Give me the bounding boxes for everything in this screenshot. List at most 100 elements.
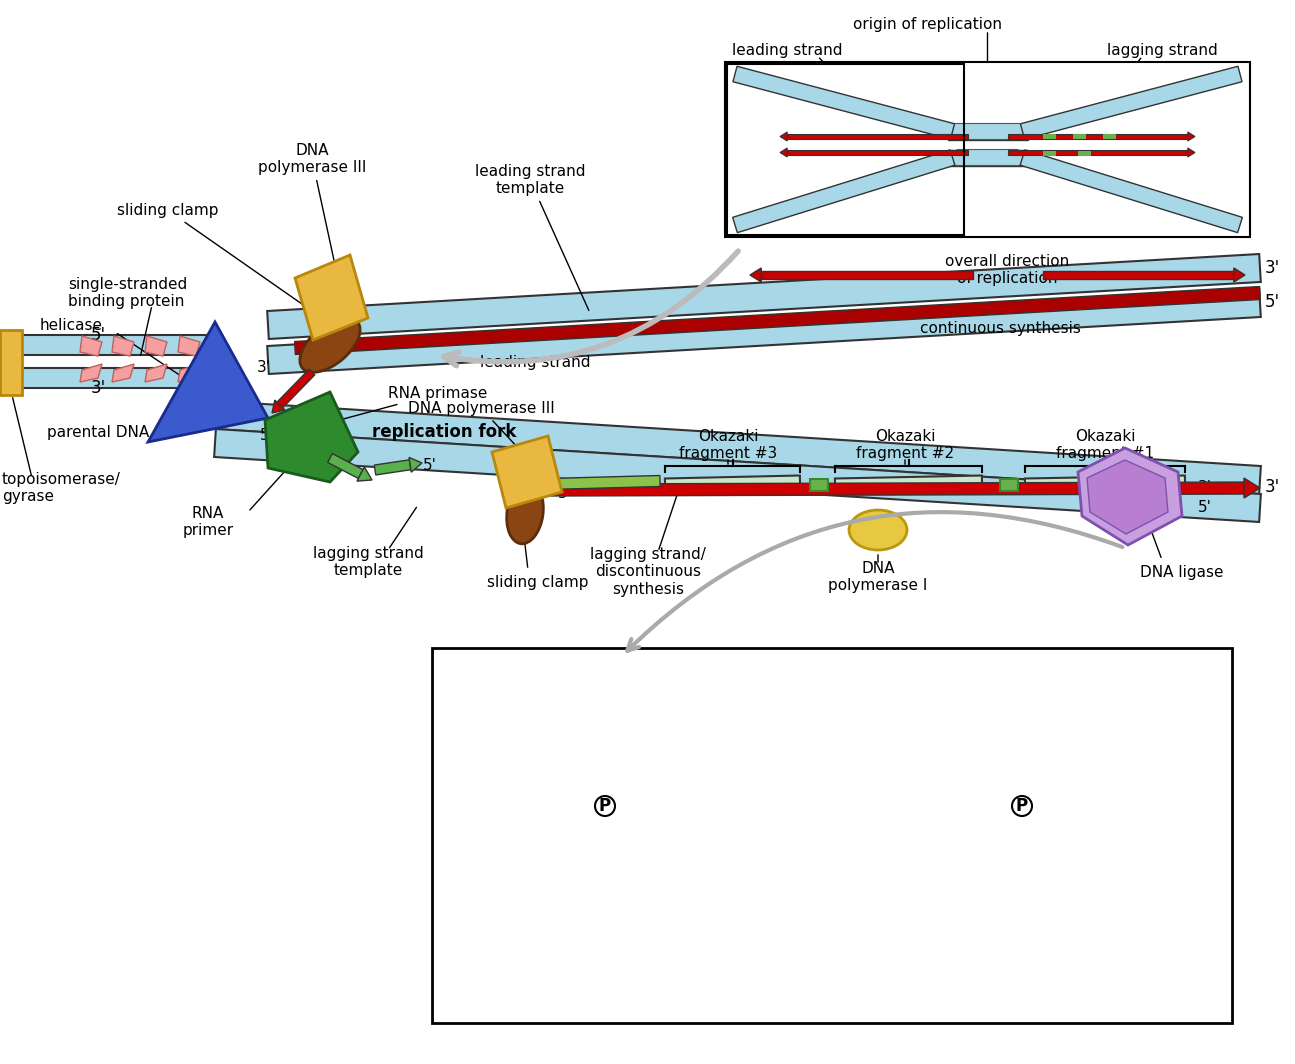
Text: lagging strand
template: lagging strand template xyxy=(312,546,423,578)
Polygon shape xyxy=(0,335,220,355)
Text: lagging strand: lagging strand xyxy=(1107,43,1217,57)
Ellipse shape xyxy=(1011,796,1032,816)
Polygon shape xyxy=(548,476,660,489)
Text: Okazaki
fragment #3: Okazaki fragment #3 xyxy=(679,429,777,461)
Polygon shape xyxy=(328,453,363,479)
Text: Okazaki
fragment #2: Okazaki fragment #2 xyxy=(856,429,954,461)
Text: DNA polymerase III: DNA polymerase III xyxy=(408,401,554,448)
Polygon shape xyxy=(948,150,1027,166)
Bar xyxy=(1000,479,1018,491)
Polygon shape xyxy=(1188,148,1195,157)
Polygon shape xyxy=(664,476,800,489)
Text: DNA ligase: DNA ligase xyxy=(1141,565,1224,580)
Text: OH: OH xyxy=(575,776,602,794)
Text: O: O xyxy=(1015,765,1028,783)
Text: RNA
primer: RNA primer xyxy=(183,505,233,538)
Polygon shape xyxy=(267,289,1261,373)
Bar xyxy=(726,64,963,235)
Text: ⁻: ⁻ xyxy=(571,789,579,803)
Polygon shape xyxy=(214,401,1261,494)
Polygon shape xyxy=(272,400,285,413)
Polygon shape xyxy=(1020,150,1242,233)
Text: O: O xyxy=(1045,797,1058,815)
Polygon shape xyxy=(780,132,787,142)
Text: P: P xyxy=(597,796,613,816)
Polygon shape xyxy=(265,392,357,482)
Text: ligase: ligase xyxy=(803,674,861,693)
Text: 5': 5' xyxy=(260,429,275,444)
Polygon shape xyxy=(214,429,1261,522)
Text: 5': 5' xyxy=(1198,500,1212,515)
Text: 3': 3' xyxy=(91,379,106,397)
Polygon shape xyxy=(948,123,1027,139)
Text: O: O xyxy=(984,776,998,794)
Bar xyxy=(433,648,1232,1023)
Polygon shape xyxy=(780,148,787,157)
Text: O: O xyxy=(985,797,998,815)
Bar xyxy=(1077,150,1090,155)
Polygon shape xyxy=(1008,150,1188,155)
Ellipse shape xyxy=(506,482,544,544)
Text: DNA
polymerase III: DNA polymerase III xyxy=(258,143,366,285)
Text: continuous synthesis: continuous synthesis xyxy=(919,320,1080,335)
Text: leading strand: leading strand xyxy=(479,354,591,369)
Text: leading strand: leading strand xyxy=(732,43,843,57)
Polygon shape xyxy=(374,460,411,475)
Bar xyxy=(725,62,1250,237)
Text: P: P xyxy=(1017,797,1028,815)
Polygon shape xyxy=(145,336,167,356)
Polygon shape xyxy=(1020,66,1242,139)
Polygon shape xyxy=(733,66,954,139)
Polygon shape xyxy=(177,336,199,356)
Text: lagging strand/
discontinuous
synthesis: lagging strand/ discontinuous synthesis xyxy=(591,547,706,597)
Polygon shape xyxy=(295,255,368,340)
Polygon shape xyxy=(1234,268,1244,282)
Text: 3': 3' xyxy=(256,361,271,376)
Text: O: O xyxy=(628,797,641,815)
Polygon shape xyxy=(277,369,315,408)
Polygon shape xyxy=(177,364,199,382)
Text: 5': 5' xyxy=(530,449,543,464)
Text: 5': 5' xyxy=(1265,293,1281,311)
Polygon shape xyxy=(148,322,268,442)
Text: 5': 5' xyxy=(558,486,572,501)
Text: DNA
polymerase I: DNA polymerase I xyxy=(829,561,927,594)
Text: sliding clamp: sliding clamp xyxy=(487,575,589,589)
Text: 3': 3' xyxy=(1198,480,1212,495)
Polygon shape xyxy=(1024,476,1185,489)
Text: parental DNA: parental DNA xyxy=(47,425,149,439)
Polygon shape xyxy=(1188,132,1195,142)
Text: leading strand
template: leading strand template xyxy=(475,164,589,311)
Polygon shape xyxy=(1008,134,1188,139)
Polygon shape xyxy=(548,482,1244,496)
Polygon shape xyxy=(733,150,954,233)
Polygon shape xyxy=(267,254,1261,339)
Bar xyxy=(809,479,828,491)
Bar xyxy=(1042,150,1055,155)
Text: 3': 3' xyxy=(526,486,540,501)
Text: O⁻: O⁻ xyxy=(597,832,616,848)
Polygon shape xyxy=(787,150,967,155)
Bar xyxy=(0,330,22,395)
Text: replication fork: replication fork xyxy=(372,423,517,440)
Polygon shape xyxy=(409,458,422,472)
Text: O: O xyxy=(598,765,611,783)
Polygon shape xyxy=(835,476,982,489)
Polygon shape xyxy=(787,134,967,139)
Text: overall direction
of replication: overall direction of replication xyxy=(945,254,1070,286)
Polygon shape xyxy=(80,336,102,356)
Polygon shape xyxy=(1244,478,1260,498)
Text: Okazaki
fragment #1: Okazaki fragment #1 xyxy=(1055,429,1154,461)
Polygon shape xyxy=(1077,448,1182,545)
Ellipse shape xyxy=(850,510,906,550)
Polygon shape xyxy=(357,467,372,481)
Bar xyxy=(1042,133,1055,138)
Text: O: O xyxy=(569,797,581,815)
Polygon shape xyxy=(1087,460,1168,534)
Bar xyxy=(1102,133,1115,138)
Bar xyxy=(1072,133,1085,138)
Ellipse shape xyxy=(594,796,615,816)
Polygon shape xyxy=(111,364,133,382)
Polygon shape xyxy=(492,436,562,508)
Text: single-stranded
binding protein: single-stranded binding protein xyxy=(69,277,188,310)
